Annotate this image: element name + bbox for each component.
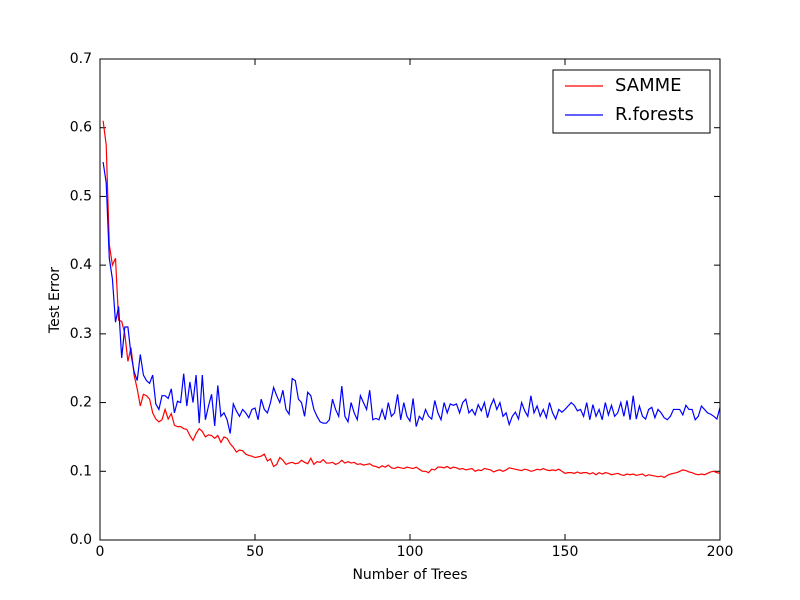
y-tick-label: 0.3: [70, 326, 92, 342]
y-tick-label: 0.7: [70, 51, 92, 67]
y-tick-label: 0.2: [70, 395, 92, 411]
legend-box: [552, 69, 711, 134]
line-series: [102, 161, 721, 434]
x-tick-label: 150: [552, 544, 579, 560]
legend-label: R.forests: [615, 104, 694, 125]
x-tick-label: 200: [707, 544, 734, 560]
plot-frame: [99, 58, 721, 541]
y-tick-label: 0.1: [70, 463, 92, 479]
y-tick-label: 0.4: [70, 257, 92, 273]
x-axis-label: Number of Trees: [352, 567, 467, 583]
line-series: [102, 120, 721, 479]
y-tick-label: 0.5: [70, 188, 92, 204]
x-tick-label: 50: [246, 544, 264, 560]
y-axis-label: Test Error: [47, 267, 63, 334]
y-tick-label: 0.0: [70, 532, 92, 548]
legend-label: SAMME: [615, 75, 682, 96]
y-tick-label: 0.6: [70, 120, 92, 136]
x-tick-label: 0: [96, 544, 105, 560]
x-tick-label: 100: [397, 544, 424, 560]
